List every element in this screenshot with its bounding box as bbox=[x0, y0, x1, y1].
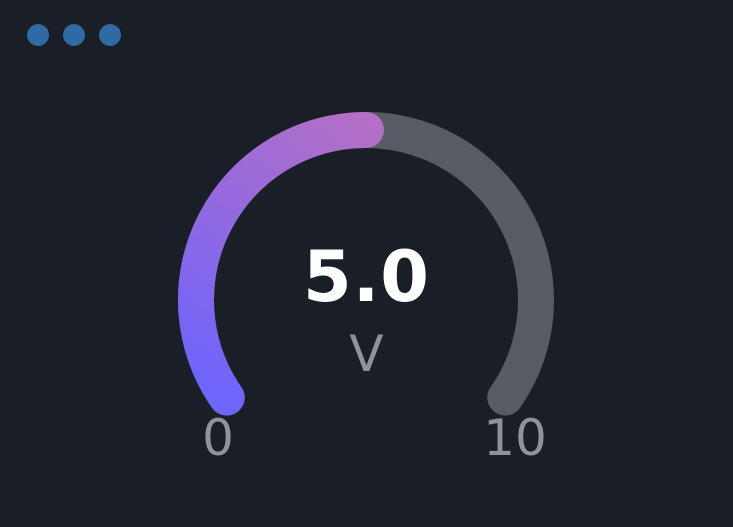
window-menu-dots[interactable] bbox=[27, 24, 121, 46]
gauge-value: 5.0 bbox=[302, 236, 430, 318]
menu-dot-icon[interactable] bbox=[27, 24, 49, 46]
menu-dot-icon[interactable] bbox=[99, 24, 121, 46]
gauge-fill bbox=[178, 112, 384, 416]
menu-dot-icon[interactable] bbox=[63, 24, 85, 46]
gauge-max-label: 10 bbox=[483, 409, 547, 467]
gauge-unit: V bbox=[349, 325, 384, 383]
gauge-min-label: 0 bbox=[202, 409, 234, 467]
